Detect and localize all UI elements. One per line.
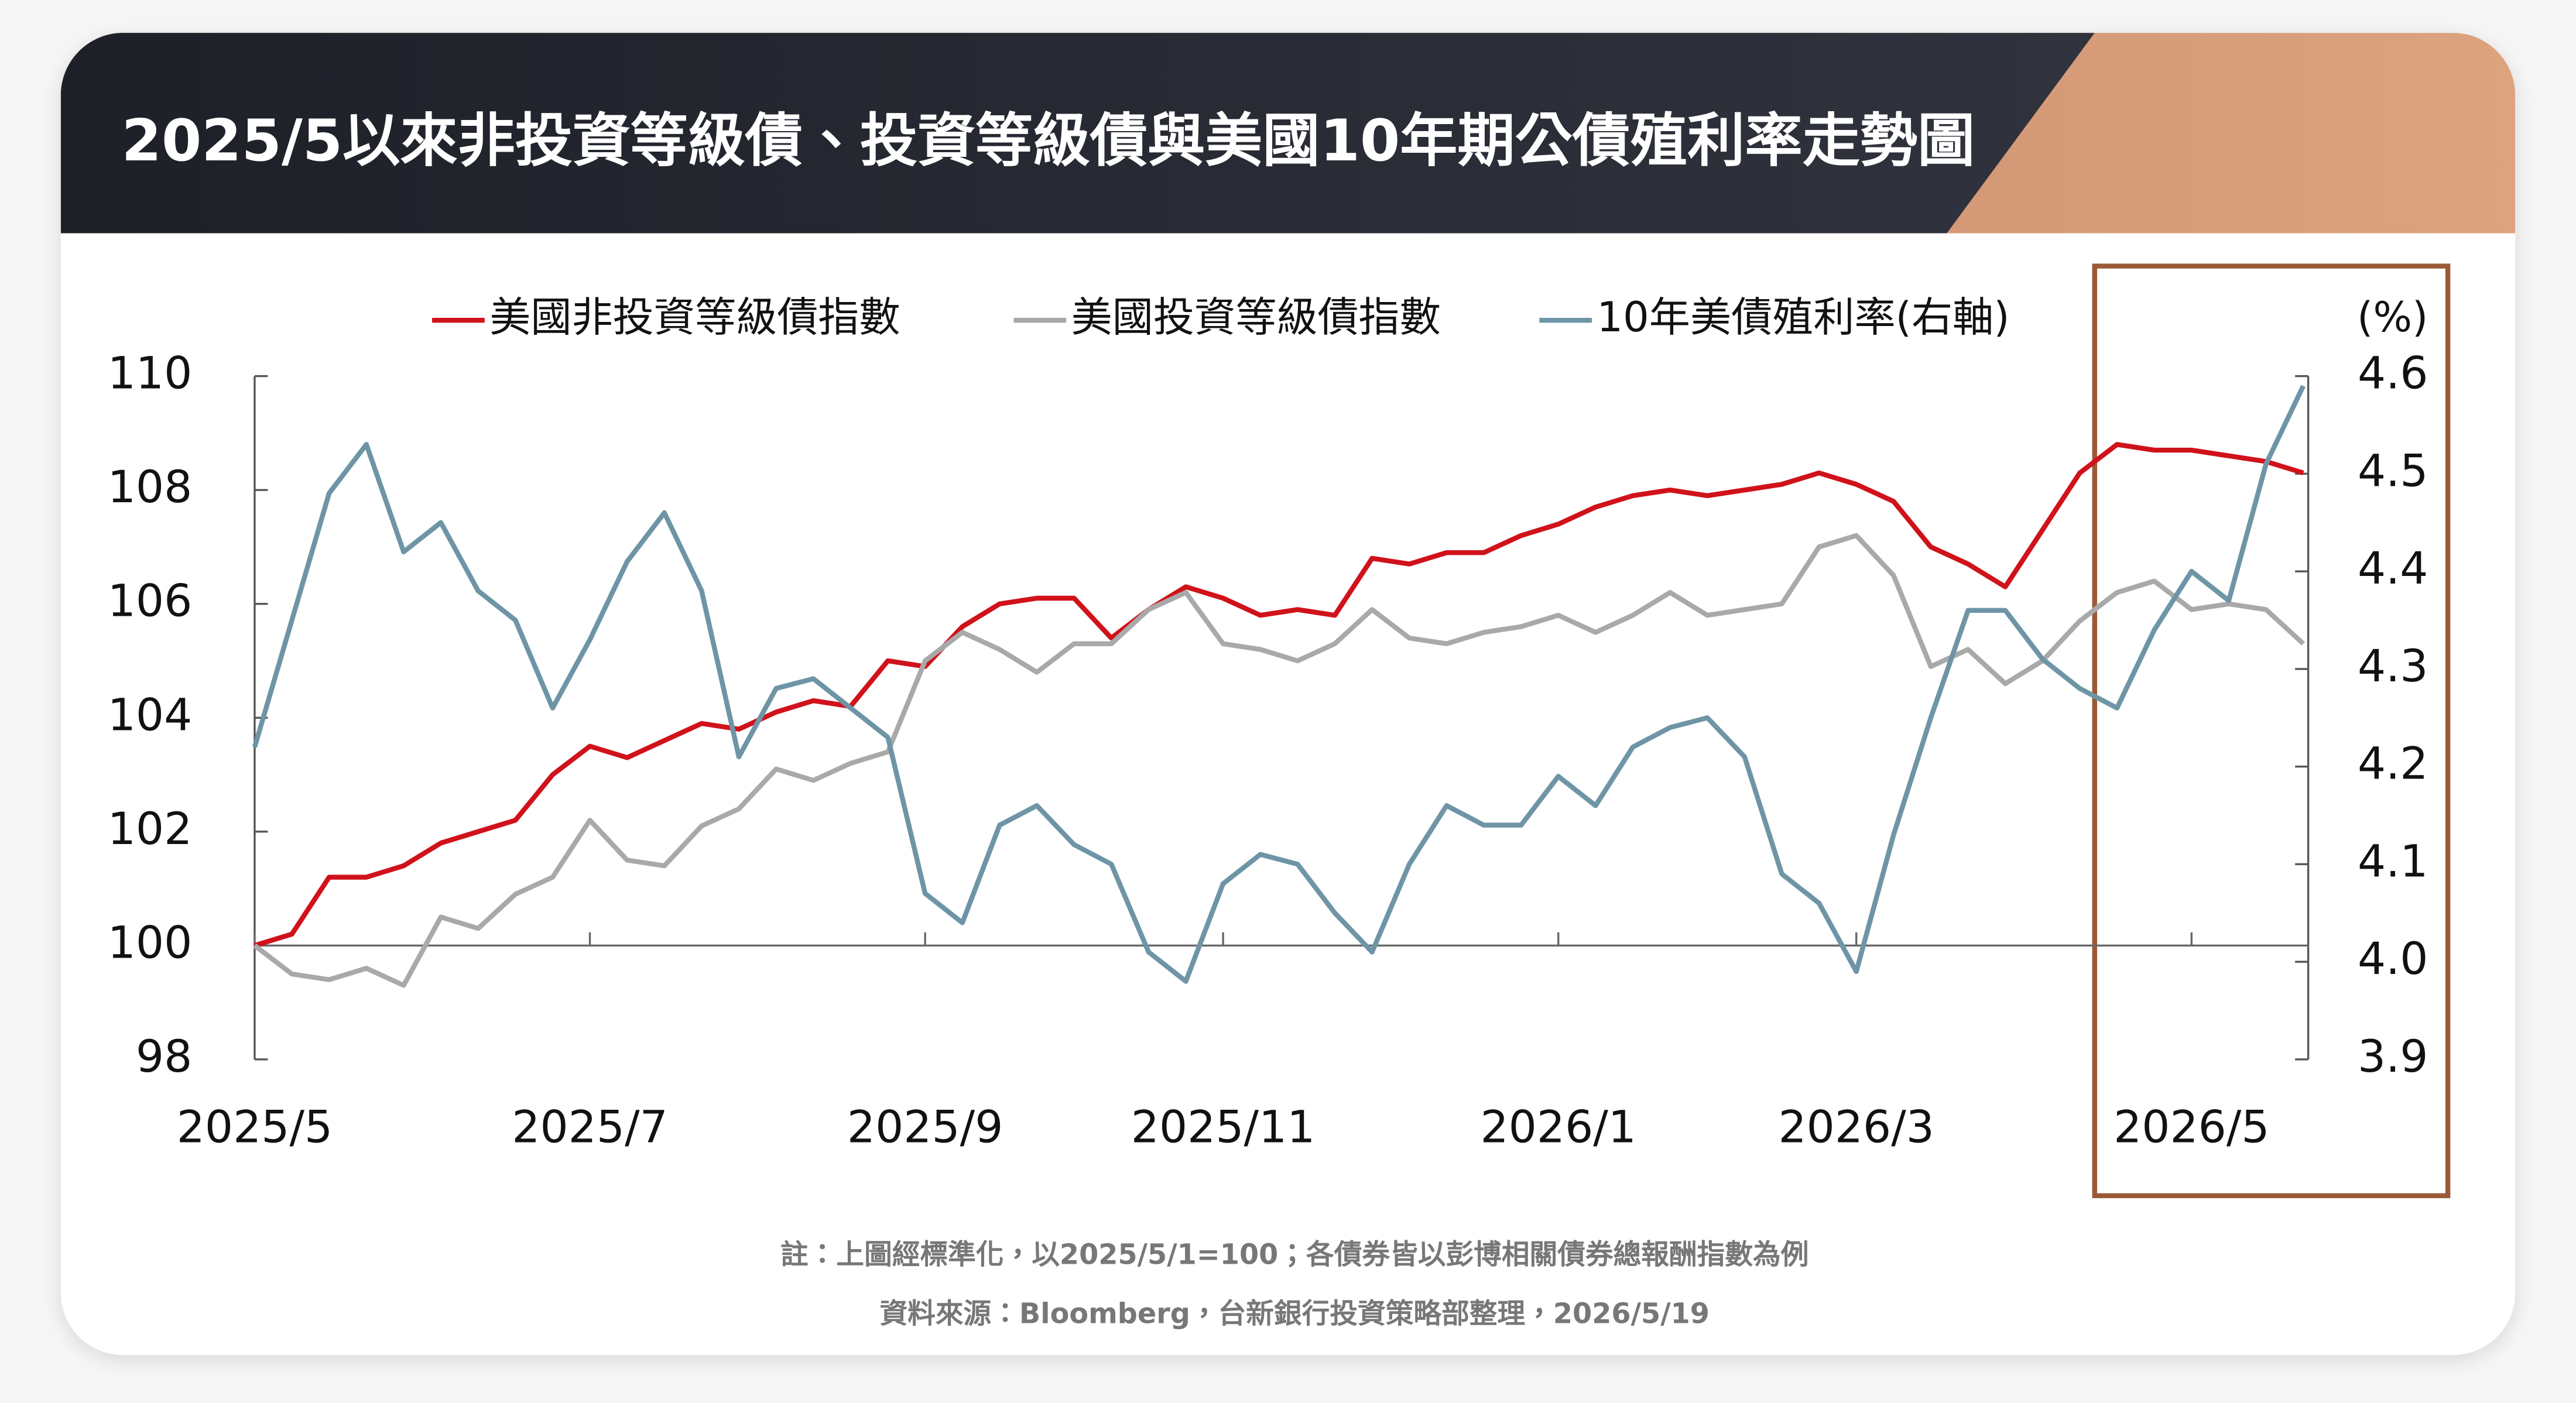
series-line [253, 533, 2306, 988]
y2-tick-label: 3.9 [2358, 1031, 2428, 1082]
footnote: 註：上圖經標準化，以2025/5/1=100；各債券皆以彭博相關債券總報酬指數為… [780, 1239, 1808, 1271]
header-band [60, 33, 2095, 234]
x-tick-label: 2025/9 [847, 1102, 1003, 1153]
legend-label: 美國投資等級債指數 [1071, 293, 1441, 341]
chart-title: 2025/5以來非投資等級債、投資等級債與美國10年期公債殖利率走勢圖 [122, 108, 1975, 174]
x-tick-label: 2026/1 [1480, 1102, 1636, 1153]
x-tick-label: 2025/7 [512, 1102, 668, 1153]
y-tick-label: 104 [108, 689, 193, 740]
y2-tick-label: 4.0 [2358, 933, 2428, 984]
highlight-box [2092, 263, 2451, 1199]
series-line [254, 442, 2304, 948]
legend-label: 美國非投資等級債指數 [489, 293, 900, 341]
footnote: 資料來源：Bloomberg，台新銀行投資策略部整理，2026/5/19 [879, 1298, 1710, 1330]
x-tick-label: 2025/5 [177, 1102, 333, 1153]
y-tick-label: 108 [108, 461, 193, 513]
card [60, 33, 2516, 1356]
y2-tick-label: 4.6 [2358, 348, 2428, 399]
y2-tick-label: 4.3 [2358, 640, 2428, 692]
x-tick-label: 2025/11 [1131, 1102, 1316, 1153]
y2-tick-label: 4.4 [2358, 543, 2428, 594]
y-tick-label: 98 [136, 1031, 192, 1082]
y-tick-label: 106 [108, 575, 193, 627]
x-tick-label: 2026/3 [1778, 1102, 1934, 1153]
legend-label: 10年美債殖利率(右軸) [1597, 293, 2010, 341]
y2-unit: (%) [2357, 293, 2428, 341]
y-tick-label: 100 [108, 917, 193, 968]
y-tick-label: 110 [108, 348, 193, 399]
y2-tick-label: 4.1 [2358, 835, 2428, 887]
series-line [252, 385, 2306, 984]
y2-tick-label: 4.2 [2358, 738, 2428, 790]
x-tick-label: 2026/5 [2113, 1102, 2270, 1153]
header [60, 33, 2516, 234]
y2-tick-label: 4.5 [2358, 445, 2428, 496]
plot: 98 100 102 104 106 108 110 3.9 4.0 4.1 4.2 4.3 4.4 4.… [108, 293, 2428, 1330]
y-tick-label: 102 [108, 803, 193, 855]
